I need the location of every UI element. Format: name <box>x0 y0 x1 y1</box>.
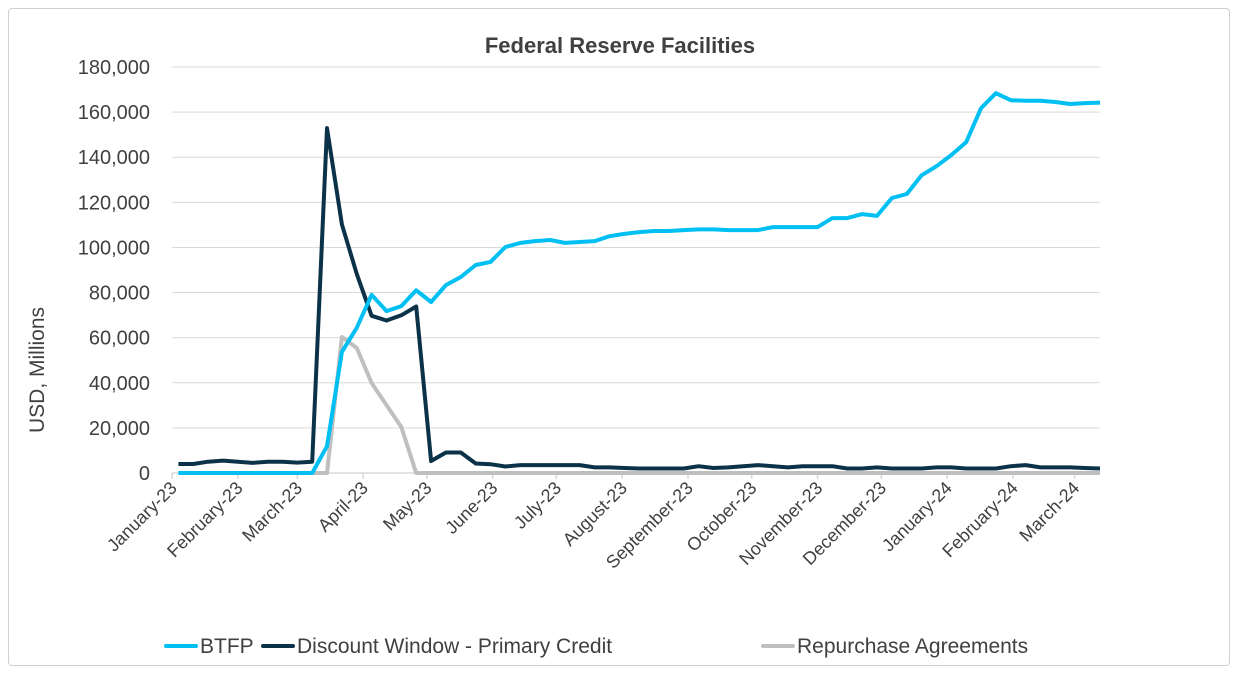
x-tick-label: April-23 <box>314 478 372 536</box>
y-tick-label: 140,000 <box>78 147 150 169</box>
y-tick-label: 100,000 <box>78 237 150 259</box>
x-tick-label: July-23 <box>510 478 565 533</box>
x-tick-label: June-23 <box>441 478 501 538</box>
chart-title: Federal Reserve Facilities <box>485 33 755 58</box>
y-tick-label: 0 <box>139 463 150 485</box>
legend-item: Repurchase Agreements <box>761 635 1028 658</box>
y-tick-label: 40,000 <box>89 373 150 395</box>
legend-item: BTFP <box>164 635 254 658</box>
y-tick-label: 180,000 <box>78 57 150 79</box>
y-tick-label: 80,000 <box>89 283 150 305</box>
series-line-btfp <box>178 91 1101 475</box>
legend-label: BTFP <box>200 635 254 658</box>
series-line-repurchase-agreements <box>178 335 1100 475</box>
y-tick-label: 160,000 <box>78 102 150 124</box>
y-tick-label: 60,000 <box>89 328 150 350</box>
legend-item: Discount Window - Primary Credit <box>261 635 612 658</box>
series-line-discount-window-primary-credit <box>178 126 1101 471</box>
legend-label: Discount Window - Primary Credit <box>297 635 612 658</box>
y-tick-label: 20,000 <box>89 418 150 440</box>
x-tick-label: March-23 <box>238 478 306 546</box>
legend-label: Repurchase Agreements <box>797 635 1028 658</box>
chart-frame <box>8 8 1230 666</box>
y-tick-label: 120,000 <box>78 192 150 214</box>
x-tick-label: March-24 <box>1015 478 1083 546</box>
y-axis-label: USD, Millions <box>26 307 49 433</box>
x-tick-label: May-23 <box>379 478 436 535</box>
